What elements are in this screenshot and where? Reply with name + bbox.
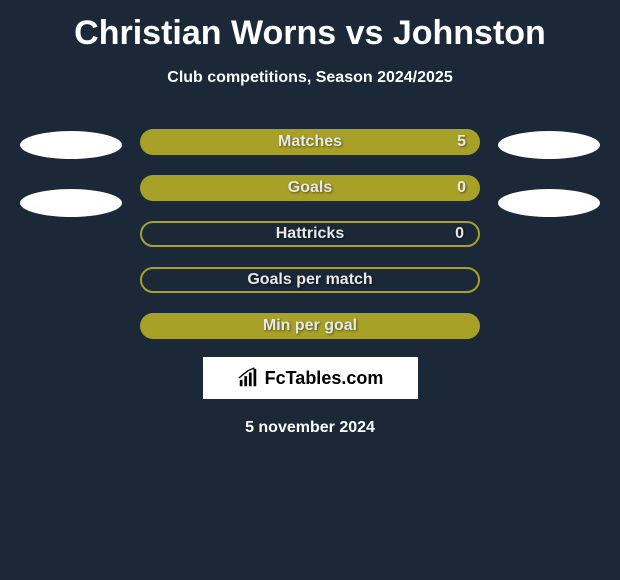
stat-label: Goals per match bbox=[247, 271, 372, 289]
brand-logo: FcTables.com bbox=[237, 367, 384, 389]
stat-label: Hattricks bbox=[276, 225, 344, 243]
stat-label: Goals bbox=[288, 179, 332, 197]
stat-label: Matches bbox=[278, 133, 342, 151]
brand-box: FcTables.com bbox=[203, 357, 418, 399]
left-ellipses bbox=[20, 129, 122, 217]
stat-value: 0 bbox=[457, 179, 466, 197]
stat-bar: Matches 5 bbox=[140, 129, 480, 155]
stat-bar: Goals 0 bbox=[140, 175, 480, 201]
comparison-card: Christian Worns vs Johnston Club competi… bbox=[0, 0, 620, 447]
player-right-marker bbox=[498, 131, 600, 159]
date: 5 november 2024 bbox=[245, 419, 375, 437]
page-title: Christian Worns vs Johnston bbox=[74, 14, 546, 53]
brand-text: FcTables.com bbox=[265, 368, 384, 389]
stat-bars: Matches 5 Goals 0 Hattricks 0 Goals per match M… bbox=[140, 129, 480, 339]
stat-value: 5 bbox=[457, 133, 466, 151]
player-left-marker bbox=[20, 189, 122, 217]
stat-bar: Goals per match bbox=[140, 267, 480, 293]
right-ellipses bbox=[498, 129, 600, 217]
chart-icon bbox=[237, 367, 259, 389]
player-left-marker bbox=[20, 131, 122, 159]
stat-value: 0 bbox=[455, 225, 464, 243]
stat-bar: Min per goal bbox=[140, 313, 480, 339]
subtitle: Club competitions, Season 2024/2025 bbox=[167, 69, 452, 87]
player-right-marker bbox=[498, 189, 600, 217]
stats-area: Matches 5 Goals 0 Hattricks 0 Goals per match M… bbox=[0, 129, 620, 339]
stat-bar: Hattricks 0 bbox=[140, 221, 480, 247]
stat-label: Min per goal bbox=[263, 317, 357, 335]
